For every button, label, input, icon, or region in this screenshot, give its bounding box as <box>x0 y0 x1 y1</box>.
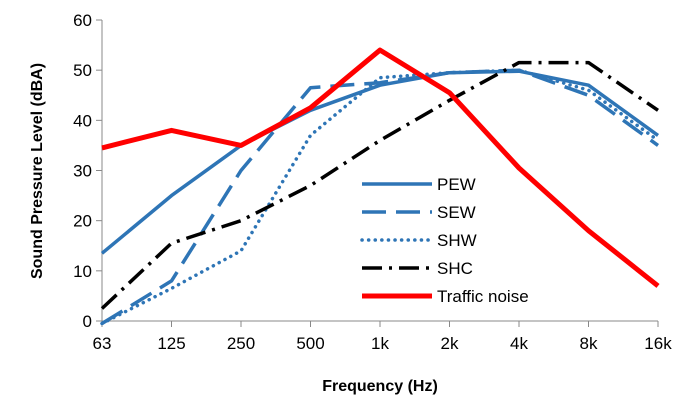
series-shc <box>100 60 659 310</box>
x-tick-label: 2k <box>441 334 459 353</box>
y-tick-label: 10 <box>73 262 92 281</box>
series-line <box>101 47 660 288</box>
legend: PEW SEW SHW SHC Traffic noise <box>360 175 529 306</box>
legend-entry: SHW <box>360 231 477 250</box>
legend-label: SHC <box>437 259 473 278</box>
x-tick-label: 125 <box>157 334 185 353</box>
y-tick-label: 50 <box>73 61 92 80</box>
series-shw <box>100 68 660 326</box>
y-axis-title: Sound Pressure Level (dBA) <box>29 63 46 279</box>
y-tick-label: 30 <box>73 162 92 181</box>
legend-label: Traffic noise <box>437 287 529 306</box>
x-tick-label: 4k <box>510 334 528 353</box>
x-tick-label: 63 <box>93 334 112 353</box>
series-layer <box>100 47 660 326</box>
x-tick-label: 250 <box>227 334 255 353</box>
y-tick-label: 40 <box>73 111 92 130</box>
series-line <box>101 68 660 325</box>
series-sew <box>101 68 660 325</box>
x-tick-label: 1k <box>371 334 389 353</box>
x-axis: 63 125 250 500 1k 2k 4k 8k 16k <box>93 320 672 353</box>
legend-label: SHW <box>437 231 477 250</box>
x-tick-label: 8k <box>580 334 598 353</box>
legend-entry: SHC <box>362 259 473 278</box>
x-tick-label: 16k <box>644 334 672 353</box>
series-pew <box>100 69 660 255</box>
x-tick-label: 500 <box>296 334 324 353</box>
legend-label: SEW <box>437 203 476 222</box>
y-tick-label: 60 <box>73 11 92 30</box>
y-tick-label: 0 <box>83 312 92 331</box>
series-line <box>100 69 660 255</box>
series-line <box>100 60 659 310</box>
legend-label: PEW <box>437 175 476 194</box>
y-axis: 0 10 20 30 40 50 60 <box>73 11 103 331</box>
legend-entry: Traffic noise <box>362 287 529 306</box>
series-traffic-noise <box>101 47 660 288</box>
y-tick-label: 20 <box>73 212 92 231</box>
legend-entry: SEW <box>362 203 476 222</box>
legend-entry: PEW <box>362 175 476 194</box>
x-axis-title: Frequency (Hz) <box>322 378 438 395</box>
series-line <box>100 68 660 326</box>
